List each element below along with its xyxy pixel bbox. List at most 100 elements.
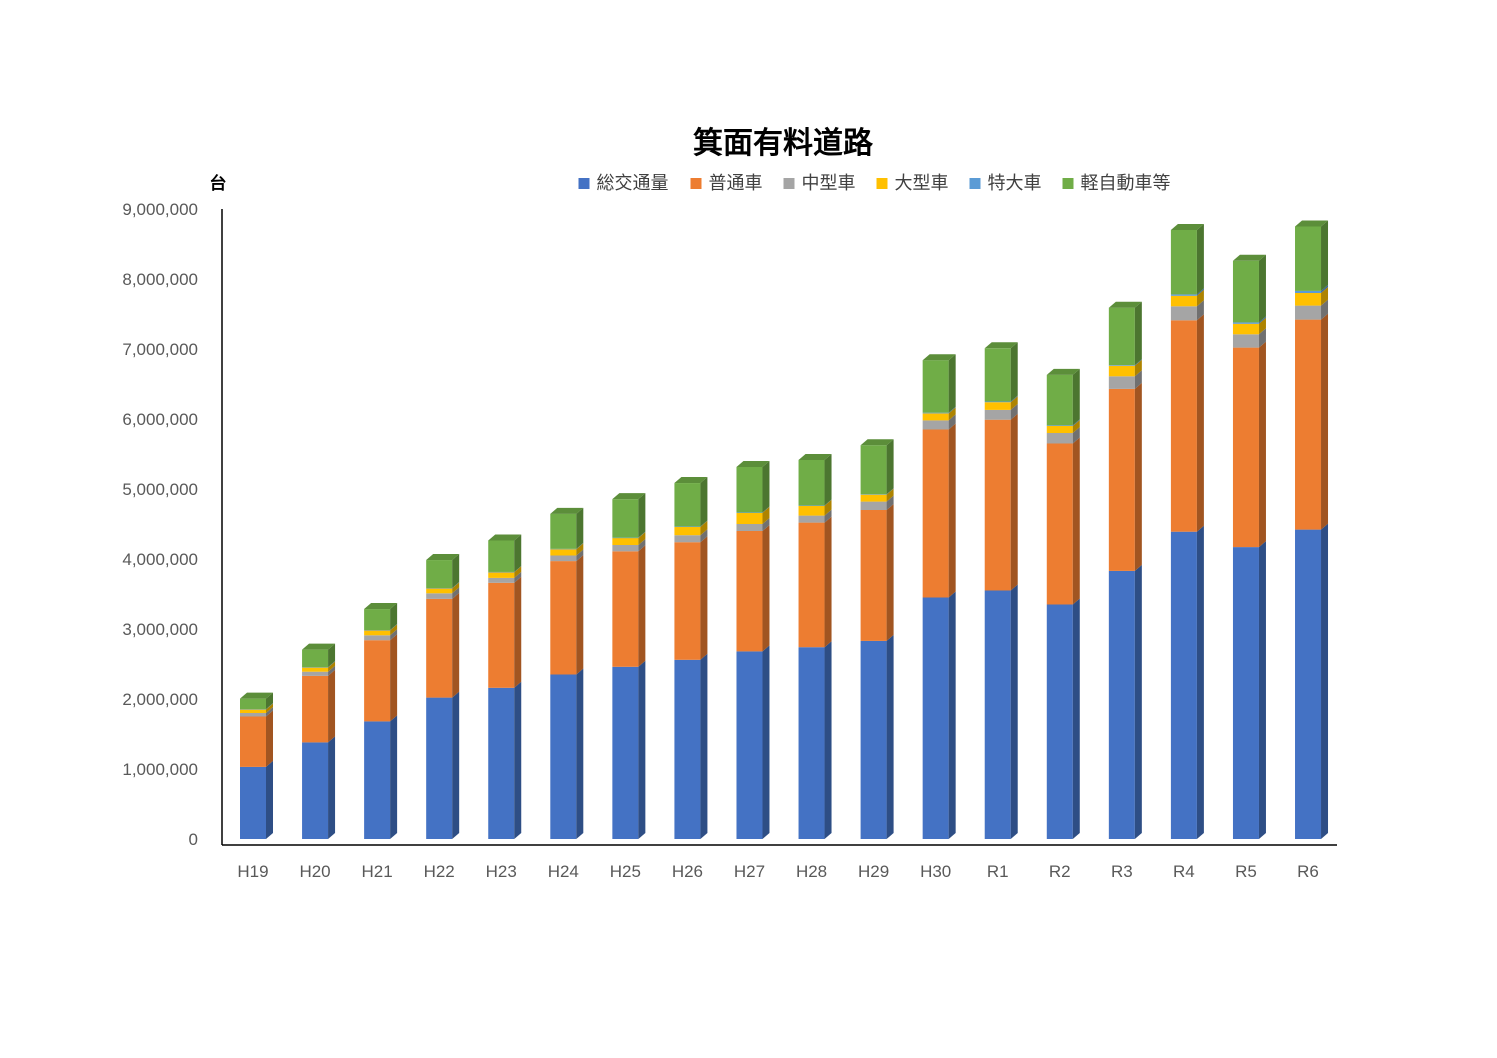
bar-side: [328, 669, 336, 743]
bar-segment: [736, 525, 770, 652]
x-tick-label: H21: [362, 862, 393, 881]
bar-side: [1010, 413, 1018, 591]
bar-side: [266, 760, 273, 839]
bar-segment: [612, 660, 646, 839]
bar-front: [798, 522, 825, 648]
bar-side: [514, 565, 522, 573]
legend-label: 特大車: [988, 173, 1042, 194]
bar-front: [674, 526, 701, 536]
x-tick-label: R2: [1049, 862, 1071, 881]
bar-side: [576, 555, 584, 675]
bar-side: [328, 665, 336, 676]
bar-side: [452, 691, 460, 839]
bar-segment: [1170, 289, 1204, 307]
bar-side: [700, 520, 708, 527]
bar-front: [1295, 529, 1322, 839]
legend-swatch: [578, 178, 590, 189]
bar-side: [390, 715, 398, 839]
y-tick-label: 7,000,000: [122, 340, 198, 359]
bar-stack-H27: [736, 460, 770, 839]
bar-side: [1010, 396, 1018, 410]
bar-side: [638, 660, 646, 839]
bar-side: [576, 542, 584, 550]
bar-side: [700, 477, 708, 527]
bar-side: [1196, 300, 1204, 321]
bar-front: [674, 483, 701, 527]
bar-segment: [1046, 368, 1080, 426]
bar-front: [240, 713, 266, 717]
bar-side: [266, 703, 273, 710]
legend-swatch: [690, 178, 702, 189]
bar-front: [1295, 226, 1322, 291]
bars: [240, 220, 1329, 839]
bar-front: [922, 412, 949, 414]
bar-segment: [1232, 541, 1266, 839]
bar-front: [426, 560, 453, 589]
bar-top: [922, 354, 956, 361]
bar-front: [364, 635, 391, 641]
bar-side: [824, 499, 832, 516]
bar-front: [1170, 230, 1197, 295]
bar-segment: [426, 592, 460, 698]
bar-segment: [550, 555, 584, 675]
bar-side: [1072, 437, 1080, 605]
bar-side: [700, 653, 708, 839]
bar-stack-R2: [1046, 368, 1080, 839]
bar-segment: [1232, 341, 1266, 548]
bar-side: [1134, 359, 1142, 377]
bar-segment: [240, 692, 273, 710]
bar-segment: [302, 643, 336, 668]
bar-side: [1258, 316, 1266, 324]
bar-stack-H20: [302, 643, 336, 839]
bar-side: [1134, 564, 1142, 839]
bar-front: [1108, 376, 1135, 389]
bar-segment: [860, 439, 894, 495]
x-tick-label: H26: [672, 862, 703, 881]
bar-side: [638, 532, 646, 545]
bar-segment: [1170, 300, 1204, 321]
bar-segment: [550, 549, 584, 562]
bar-side: [824, 453, 832, 506]
bar-front: [488, 577, 515, 583]
bar-segment: [240, 703, 273, 710]
bar-side: [1321, 220, 1329, 291]
bar-side: [886, 439, 894, 495]
bar-segment: [984, 396, 1018, 410]
legend-label: 軽自動車等: [1081, 173, 1171, 194]
bar-front: [364, 609, 391, 631]
bar-front: [674, 542, 701, 660]
bar-front: [674, 535, 701, 543]
bar-segment: [1108, 359, 1142, 377]
legend-swatch: [1062, 178, 1074, 189]
bar-front: [240, 709, 266, 713]
bar-front: [674, 659, 701, 839]
bar-stack-R6: [1295, 220, 1329, 839]
bar-segment: [1232, 317, 1266, 335]
bar-segment: [1295, 523, 1329, 839]
bar-side: [1010, 403, 1018, 420]
bar-front: [1046, 426, 1073, 433]
bar-side: [266, 707, 273, 717]
bar-segment: [1046, 419, 1080, 426]
bar-segment: [922, 407, 956, 421]
bar-side: [1134, 370, 1142, 389]
bar-side: [576, 507, 584, 549]
x-tick-label: R3: [1111, 862, 1133, 881]
bar-side: [452, 554, 460, 589]
bar-side: [886, 495, 894, 510]
bar-segment: [922, 406, 956, 414]
bar-side: [1010, 342, 1018, 402]
bar-segment: [426, 582, 460, 594]
bar-side: [328, 643, 336, 668]
bar-side: [1321, 313, 1329, 530]
x-tick-label: H28: [796, 862, 827, 881]
bar-front: [798, 505, 825, 506]
bar-front: [1295, 305, 1322, 320]
bar-segment: [612, 531, 646, 539]
bar-segment: [364, 603, 398, 631]
bar-segment: [798, 516, 832, 648]
bar-side: [700, 536, 708, 660]
bar-side: [328, 661, 336, 672]
bar-top: [550, 507, 584, 514]
bar-side: [1196, 288, 1204, 296]
